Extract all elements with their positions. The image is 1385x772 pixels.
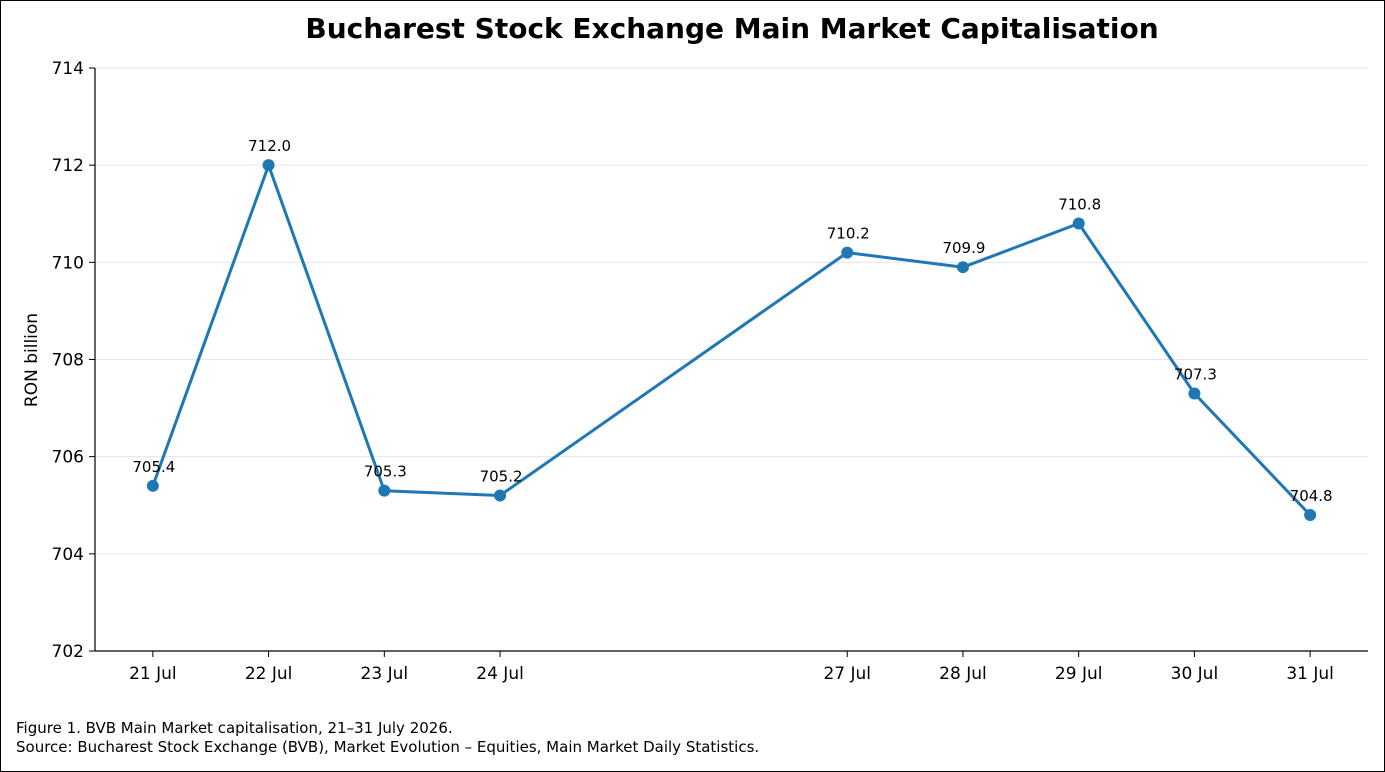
x-tick-label: 31 Jul xyxy=(1286,664,1334,684)
y-tick-label: 704 xyxy=(52,545,84,565)
data-label: 704.8 xyxy=(1290,487,1333,505)
y-tick-label: 712 xyxy=(52,156,84,176)
y-tick-label: 714 xyxy=(52,59,84,79)
figure-caption: Figure 1. BVB Main Market capitalisation… xyxy=(16,719,453,737)
x-tick-label: 28 Jul xyxy=(939,664,987,684)
x-tick-label: 27 Jul xyxy=(823,664,871,684)
data-labels: 705.4 712.0 705.3 705.2 710.2 709.9 710.8 707.3… xyxy=(132,137,1332,505)
data-point xyxy=(1072,217,1085,230)
x-tick-label: 29 Jul xyxy=(1055,664,1103,684)
x-tick-label: 23 Jul xyxy=(361,664,409,684)
x-tick-label: 21 Jul xyxy=(129,664,177,684)
data-point xyxy=(956,261,969,274)
data-point xyxy=(1304,508,1317,521)
data-point xyxy=(1188,387,1201,400)
data-label: 710.2 xyxy=(827,225,870,243)
series-line xyxy=(151,163,1312,517)
data-label: 705.4 xyxy=(132,458,175,476)
data-point xyxy=(841,246,854,259)
data-point xyxy=(146,479,159,492)
y-tick-label: 702 xyxy=(52,642,84,662)
y-tick-label: 710 xyxy=(52,253,84,273)
y-tick-label: 706 xyxy=(52,448,84,468)
figure-source: Source: Bucharest Stock Exchange (BVB), … xyxy=(16,738,760,756)
data-label: 710.8 xyxy=(1058,195,1101,213)
data-label: 712.0 xyxy=(248,137,291,155)
y-axis-label: RON billion xyxy=(22,313,42,407)
data-point xyxy=(378,484,391,497)
data-label: 705.2 xyxy=(480,468,523,486)
x-tick-label: 24 Jul xyxy=(476,664,524,684)
chart-title: Bucharest Stock Exchange Main Market Cap… xyxy=(305,12,1158,45)
gridlines xyxy=(95,67,1368,555)
data-point xyxy=(494,489,507,502)
data-label: 705.3 xyxy=(364,463,407,481)
axes: 702 704 706 708 710 712 714 21 Jul 22 Jul 23 Jul 2… xyxy=(52,59,1368,684)
x-tick-label: 22 Jul xyxy=(245,664,293,684)
y-tick-label: 708 xyxy=(52,351,84,371)
data-point xyxy=(262,159,275,172)
data-label: 707.3 xyxy=(1174,366,1217,384)
series-layer xyxy=(146,159,1317,521)
x-tick-label: 30 Jul xyxy=(1171,664,1219,684)
data-label: 709.9 xyxy=(942,239,985,257)
